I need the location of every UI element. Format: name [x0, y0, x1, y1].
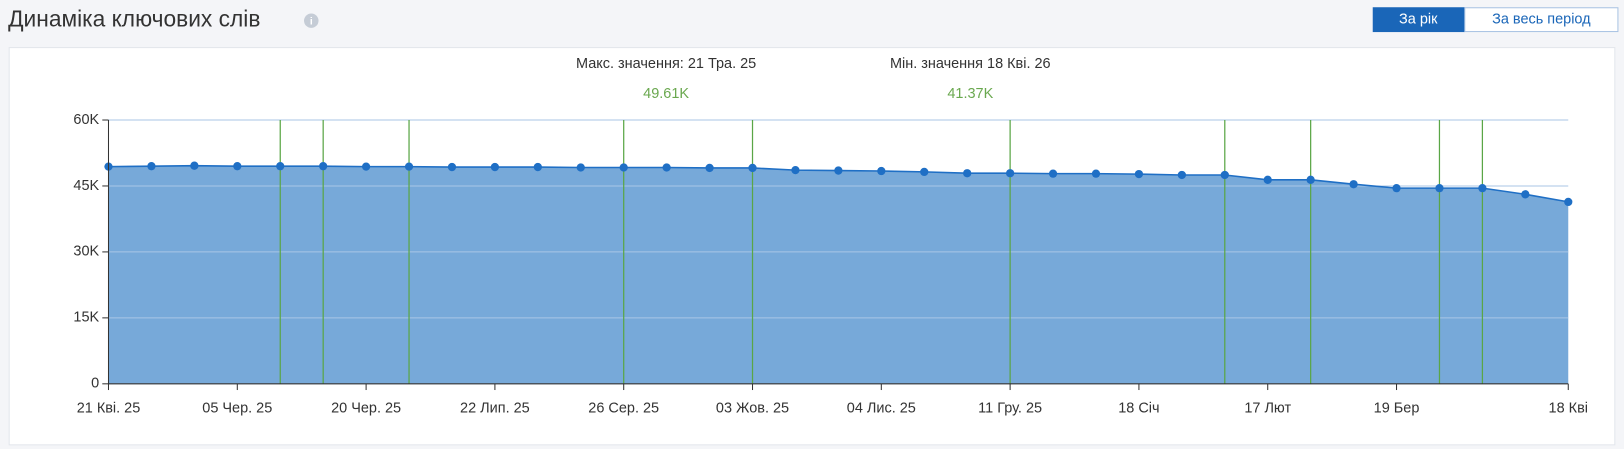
button-year-label: За рік	[1399, 11, 1438, 27]
data-point	[490, 162, 500, 172]
button-year[interactable]	[1372, 7, 1465, 33]
data-point	[319, 162, 328, 171]
data-point	[619, 163, 628, 172]
min-annotation: Мін. значення 18 Кві. 26	[890, 56, 1051, 72]
data-point	[1521, 190, 1530, 199]
max-annotation: Макс. значення: 21 Тра. 25	[576, 56, 756, 72]
data-point	[1392, 184, 1401, 193]
x-tick-label: 26 Сер. 25	[588, 400, 659, 416]
data-point	[447, 162, 457, 172]
button-all[interactable]	[1464, 7, 1619, 33]
max-value: 49.61K	[643, 86, 689, 102]
data-point	[1091, 169, 1101, 178]
data-point	[1005, 169, 1015, 178]
x-tick-label: 18 Кві	[1549, 400, 1588, 416]
y-tick-label: 0	[91, 376, 99, 392]
x-tick-label: 03 Жов. 25	[716, 400, 789, 416]
y-tick-label: 30K	[73, 244, 99, 260]
data-point	[1306, 175, 1315, 184]
data-point	[748, 163, 757, 173]
info-glyph: i	[310, 16, 313, 27]
data-point	[361, 162, 371, 171]
y-tick-label: 60K	[73, 112, 99, 128]
data-point	[705, 163, 714, 173]
data-point	[276, 162, 285, 171]
info-icon[interactable]	[304, 13, 319, 28]
data-point	[233, 162, 242, 171]
data-point	[190, 161, 199, 170]
x-tick-label: 20 Чер. 25	[331, 400, 401, 416]
data-point	[147, 162, 156, 171]
data-point	[1134, 169, 1144, 179]
y-tick-label: 45K	[73, 178, 99, 194]
x-tick-label: 21 Кві. 25	[77, 400, 141, 416]
data-point	[963, 169, 972, 178]
x-tick-label: 22 Лип. 25	[460, 400, 530, 416]
data-point	[1220, 170, 1229, 180]
data-point	[576, 163, 585, 172]
area-fill	[108, 165, 1569, 384]
x-tick-label: 18 Січ	[1118, 400, 1159, 416]
data-point	[834, 166, 843, 175]
x-tick-label: 04 Лис. 25	[847, 400, 916, 416]
button-all-label: За весь період	[1492, 11, 1591, 27]
data-point	[791, 165, 800, 175]
data-point	[877, 166, 886, 176]
x-tick-label: 19 Бер	[1374, 400, 1420, 416]
plot: SERPSTATМакс. значення: 21 Тра. 2549.61K…	[73, 56, 1588, 417]
y-tick-label: 15K	[73, 310, 99, 326]
data-point	[404, 162, 414, 171]
data-point	[1435, 184, 1444, 193]
title: Динаміка ключових слів	[8, 6, 260, 32]
x-tick-label: 11 Гру. 25	[978, 400, 1042, 416]
data-point	[662, 163, 671, 172]
x-tick-label: 05 Чер. 25	[202, 400, 272, 416]
min-value: 41.37K	[947, 86, 993, 102]
data-point	[1048, 169, 1058, 178]
data-point	[533, 162, 542, 172]
data-point	[1263, 175, 1272, 184]
data-point	[920, 167, 929, 177]
data-point	[1349, 180, 1358, 189]
data-point	[1478, 184, 1487, 193]
data-point	[1177, 170, 1186, 180]
x-tick-label: 17 Лют	[1244, 400, 1291, 416]
data-point	[1564, 197, 1573, 207]
